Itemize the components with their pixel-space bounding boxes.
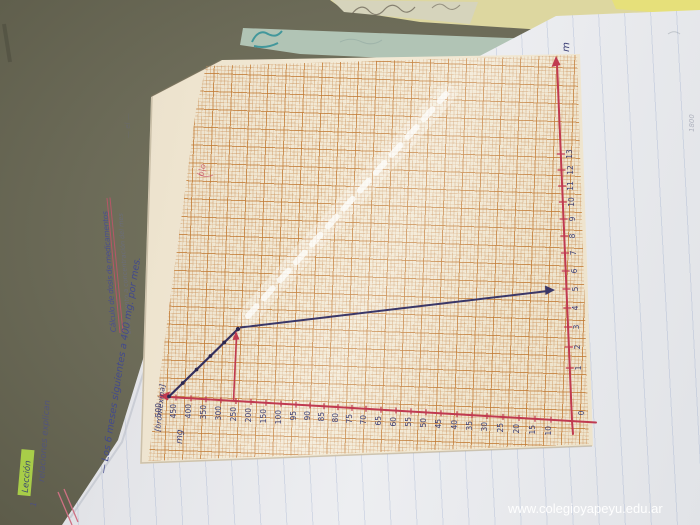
y-tick-label: 150 [259,409,268,424]
y-tick-label: 250 [229,407,238,422]
data-point [194,367,199,372]
y-tick-label: 500 [154,403,163,418]
blue-guide-arrow-icon [545,285,555,295]
y-axis-line [167,396,597,424]
x-axis-arrow-icon [551,56,561,67]
highlighted-word: Lección [17,449,35,497]
graph-sheet-edge-shadow [140,59,593,464]
y-tick-label: 70 [359,415,368,425]
x-tick-label: 10 [567,197,576,207]
x-tick-label: 6 [570,268,579,273]
corner-mark-underline [196,172,214,178]
x-tick-label: 2 [573,344,582,349]
y-axis-arrow-icon [159,391,170,401]
y-axis-unit: mg [175,429,186,444]
data-point [222,340,227,345]
x-axis-line [556,62,574,435]
x-axis-title: m [561,42,572,52]
x-tick-labels: 0 1 2 3 4 5 6 7 8 9 10 11 12 13 [565,149,586,415]
data-point [208,354,213,358]
y-tick-label: 100 [274,410,283,425]
x-tick-label: 5 [571,286,580,291]
y-tick-label: 35 [465,421,474,431]
y-tick-label: 65 [374,416,383,426]
x-tick-label: 4 [571,305,580,310]
y-tick-label: 50 [419,418,428,428]
y-tick-labels: 500 450 400 350 300 250 200 150 100 95 9… [154,403,553,436]
x-tick-label: 7 [569,250,578,255]
data-point [167,394,171,399]
highlight-word-text: Lección [20,460,34,493]
y-tick-label: 15 [528,425,537,435]
y-tick-label: 10 [544,426,553,436]
blue-guide-line [239,290,549,329]
y-tick-label: 45 [434,419,443,429]
faint-scribble [667,31,681,35]
y-tick-label: 75 [345,414,354,424]
y-axis-bracket-title: [bromexina] [153,383,167,432]
y-tick-label: 30 [480,422,489,432]
y-tick-label: 200 [244,408,253,423]
y-tick-label: 300 [214,406,223,421]
data-point [180,381,185,385]
x-tick-label: 13 [565,149,574,159]
x-tick-label: 12 [566,165,575,175]
edge-fragment: 1800 [688,114,696,132]
title-underline [106,197,124,334]
y-axis-ticks [160,393,552,423]
origin-label: 0 [577,410,586,415]
corner-mark: o|o [196,163,207,177]
faint-scribble [339,38,383,45]
watermark: www.colegioyapeyu.edu.ar [507,501,663,516]
teal-scribble [251,30,283,48]
x-tick-label: 3 [572,324,581,329]
y-tick-label: 400 [184,404,193,419]
red-guide-line [232,335,238,402]
y-tick-label: 25 [496,423,505,433]
y-tick-label: 60 [389,417,398,427]
item-number: 1 [29,501,38,507]
x-tick-label: 8 [568,233,577,238]
green-highlight [17,449,35,497]
y-tick-label: 95 [289,411,298,421]
data-points [167,326,241,399]
x-axis-ticks [556,153,574,369]
y-tick-label: 55 [404,417,413,427]
y-tick-label: 90 [303,411,312,421]
red-guide-arrow-icon [232,331,240,340]
x-tick-label: 1 [574,365,583,370]
y-tick-label: 350 [199,405,208,420]
y-tick-label: 80 [331,413,340,423]
data-line [167,327,240,398]
y-tick-label: 450 [169,404,178,419]
glare-streak [245,91,449,319]
faint-top-fragment: — el — [124,113,132,138]
margin-double-line [57,488,79,525]
data-point [235,326,241,332]
y-tick-label: 85 [317,412,326,422]
y-tick-label: 20 [512,424,521,434]
x-tick-label: 11 [566,181,575,191]
y-tick-label: 40 [450,420,459,430]
table-edge-shadow [2,23,12,63]
handwriting-scribble [351,4,416,16]
x-tick-label: 9 [568,216,577,221]
handwriting-scribble [431,3,461,10]
